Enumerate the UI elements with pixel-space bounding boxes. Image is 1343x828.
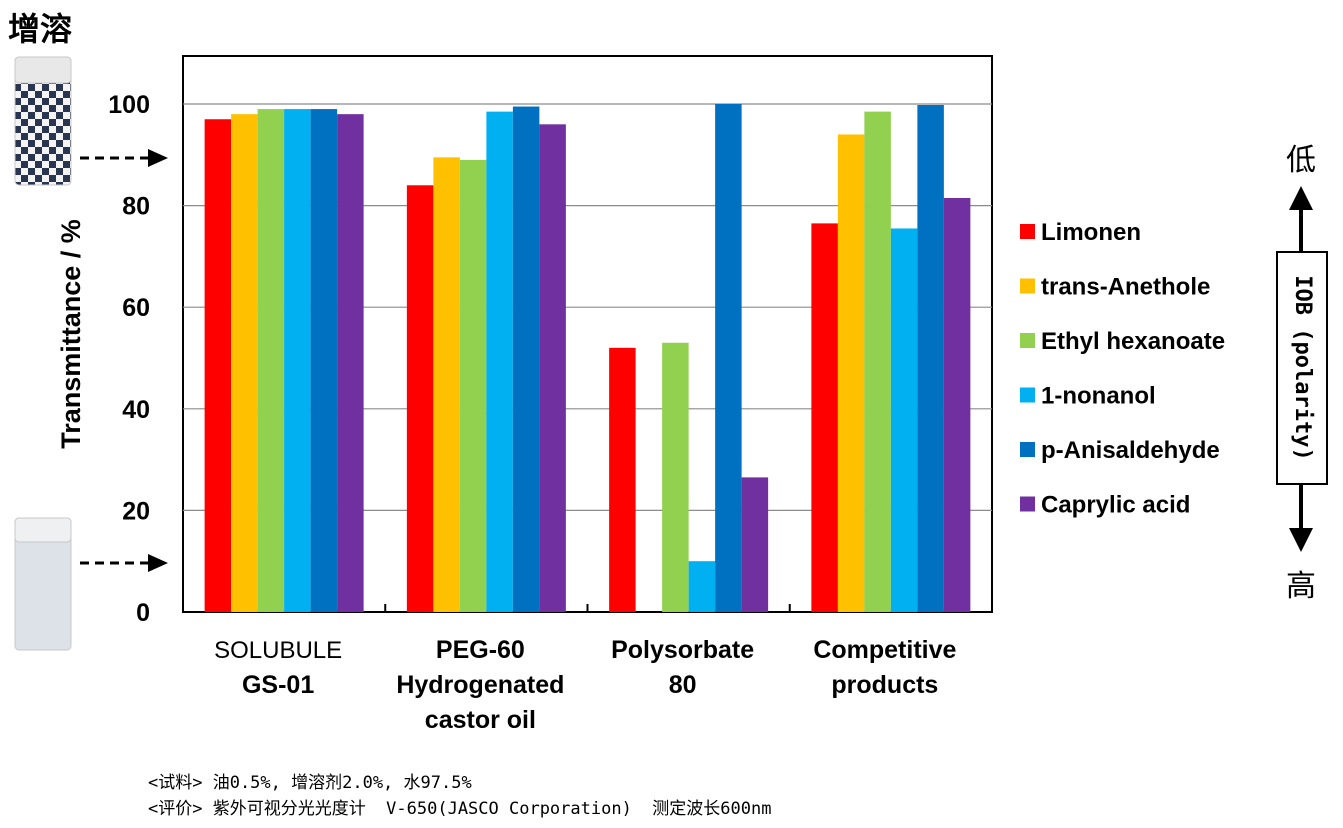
arrow-down-icon xyxy=(1289,528,1313,552)
y-tick-label: 80 xyxy=(122,193,150,221)
bar xyxy=(204,119,232,613)
legend-swatch xyxy=(1020,333,1035,348)
y-tick-label: 0 xyxy=(136,599,150,627)
legend-swatch xyxy=(1020,278,1035,294)
legend-swatch xyxy=(1020,496,1035,512)
legend-swatch xyxy=(1020,387,1035,403)
sample-note: <试料> 油0.5%, 增溶剂2.0%, 水97.5% xyxy=(148,773,472,793)
x-tick-label: castor oil xyxy=(425,706,536,734)
bar xyxy=(486,111,513,613)
solubilize-label: 增溶 xyxy=(8,10,72,48)
iob-box xyxy=(1276,251,1328,485)
legend-label: Limonen xyxy=(1041,219,1141,246)
y-tick-label: 60 xyxy=(122,294,150,322)
bar xyxy=(310,109,338,612)
legend-label: trans-Anethole xyxy=(1041,274,1210,301)
legend: Limonen trans-Anethole Ethyl hexanoate 1-no… xyxy=(1020,219,1225,519)
x-tick-label: products xyxy=(831,671,938,699)
iob-indicator: 低 IOB (polarity) 高 xyxy=(1276,143,1328,604)
y-tick-label: 40 xyxy=(122,396,150,424)
y-tick-label: 20 xyxy=(122,497,150,525)
cloudy-vial-image xyxy=(14,517,72,651)
bar xyxy=(512,106,540,612)
legend-label: Ethyl hexanoate xyxy=(1041,328,1225,355)
bar xyxy=(662,342,689,612)
transmittance-chart: 增溶 0 20 40 60 80 100 SOLUBULE GS-01 PEG-60 Hydro… xyxy=(8,10,1328,734)
bar xyxy=(811,223,838,612)
bar xyxy=(917,105,944,613)
bar xyxy=(890,228,918,612)
x-tick-label: Competitive xyxy=(813,636,956,664)
clear-vial-image xyxy=(14,56,72,186)
x-tick-label: 80 xyxy=(669,671,697,699)
bar xyxy=(688,561,716,612)
legend-swatch xyxy=(1020,442,1035,457)
bar xyxy=(459,159,487,612)
dashed-arrows xyxy=(80,149,168,572)
bar xyxy=(433,157,460,612)
x-ticks: SOLUBULE GS-01 PEG-60 Hydrogenated castor oi… xyxy=(214,636,956,734)
y-ticks: 0 20 40 60 80 100 xyxy=(108,91,150,627)
x-tick-label: Hydrogenated xyxy=(396,671,564,699)
bar xyxy=(231,114,258,612)
bar xyxy=(609,347,636,612)
arrow-up-icon xyxy=(1289,186,1313,210)
bar xyxy=(284,109,311,612)
legend-label: 1-nonanol xyxy=(1041,383,1156,410)
x-tick-label: PEG-60 xyxy=(436,636,525,664)
legend-label: Caprylic acid xyxy=(1041,492,1190,519)
bar xyxy=(539,124,566,612)
bar xyxy=(837,134,865,613)
iob-bottom-label: 高 xyxy=(1286,569,1316,604)
x-tick-label: Polysorbate xyxy=(611,636,754,664)
bar xyxy=(406,185,434,612)
x-tick-label: SOLUBULE xyxy=(214,637,342,664)
x-tick-label: GS-01 xyxy=(242,671,314,699)
evaluation-note: <评价> 紫外可视分光光度计 V-650(JASCO Corporation) … xyxy=(148,799,772,819)
bar xyxy=(943,197,971,613)
bar xyxy=(337,114,364,612)
bar xyxy=(257,109,285,612)
legend-label: p-Anisaldehyde xyxy=(1041,437,1220,464)
iob-box-label: IOB (polarity) xyxy=(1290,275,1315,460)
legend-swatch xyxy=(1020,224,1035,239)
bar xyxy=(741,477,769,612)
iob-top-label: 低 xyxy=(1286,143,1316,178)
y-axis-label: Transmittance / % xyxy=(56,219,86,449)
bars xyxy=(204,104,971,613)
bar xyxy=(864,111,891,613)
bar xyxy=(715,104,742,612)
y-tick-label: 100 xyxy=(108,91,150,119)
